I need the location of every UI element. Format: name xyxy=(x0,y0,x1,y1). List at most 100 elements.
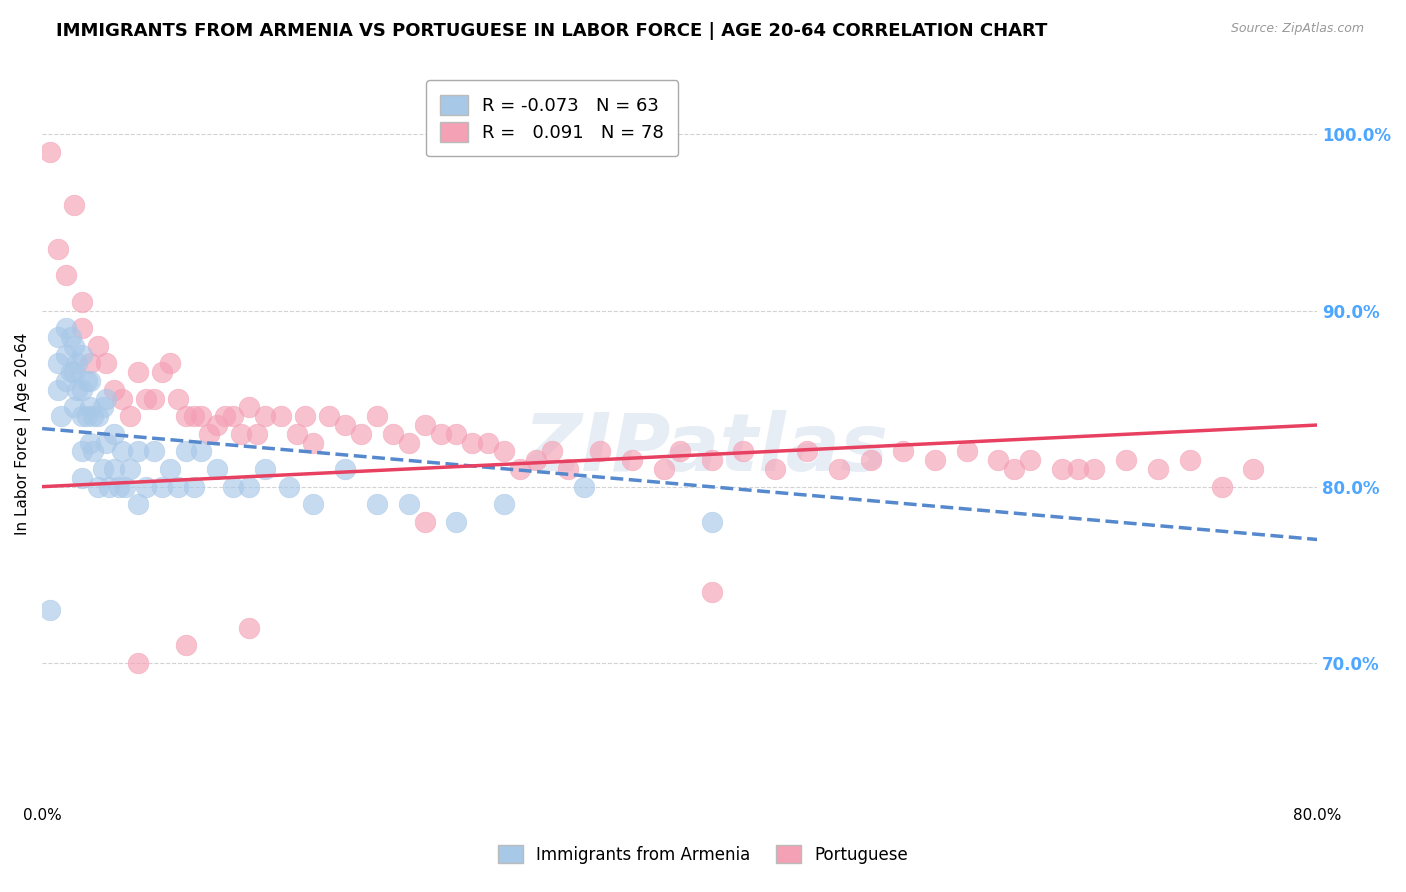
Point xyxy=(1067,462,1090,476)
Point xyxy=(763,462,786,476)
Point xyxy=(103,383,125,397)
Point xyxy=(118,409,141,424)
Point xyxy=(103,462,125,476)
Point xyxy=(59,330,82,344)
Point xyxy=(87,339,110,353)
Point xyxy=(159,356,181,370)
Point xyxy=(1019,453,1042,467)
Point xyxy=(51,409,73,424)
Point xyxy=(39,145,62,160)
Point xyxy=(572,480,595,494)
Point xyxy=(1115,453,1137,467)
Point xyxy=(278,480,301,494)
Point xyxy=(254,462,277,476)
Point xyxy=(98,480,121,494)
Point xyxy=(461,435,484,450)
Point xyxy=(94,356,117,370)
Point xyxy=(302,497,325,511)
Legend: Immigrants from Armenia, Portuguese: Immigrants from Armenia, Portuguese xyxy=(492,838,914,871)
Point xyxy=(796,444,818,458)
Point xyxy=(238,401,260,415)
Point xyxy=(891,444,914,458)
Point xyxy=(183,480,205,494)
Point xyxy=(222,409,245,424)
Point xyxy=(63,401,86,415)
Point xyxy=(207,417,229,432)
Point xyxy=(955,444,977,458)
Point xyxy=(79,374,101,388)
Point xyxy=(231,426,253,441)
Point xyxy=(366,497,388,511)
Point xyxy=(70,409,93,424)
Point xyxy=(55,348,77,362)
Point xyxy=(446,515,468,529)
Point xyxy=(413,515,436,529)
Point xyxy=(135,392,157,406)
Point xyxy=(524,453,547,467)
Point xyxy=(46,356,69,370)
Point xyxy=(294,409,316,424)
Point xyxy=(166,392,188,406)
Point xyxy=(318,409,340,424)
Point xyxy=(150,480,173,494)
Point xyxy=(114,480,136,494)
Point xyxy=(142,392,165,406)
Point xyxy=(413,417,436,432)
Point xyxy=(366,409,388,424)
Point xyxy=(39,603,62,617)
Point xyxy=(70,383,93,397)
Point xyxy=(127,444,149,458)
Point xyxy=(55,374,77,388)
Point xyxy=(668,444,690,458)
Point xyxy=(302,435,325,450)
Point xyxy=(589,444,612,458)
Point xyxy=(66,383,89,397)
Point xyxy=(91,401,114,415)
Point xyxy=(127,497,149,511)
Point xyxy=(1050,462,1073,476)
Point xyxy=(111,392,134,406)
Point xyxy=(620,453,643,467)
Point xyxy=(159,462,181,476)
Point xyxy=(350,426,373,441)
Point xyxy=(700,515,723,529)
Point xyxy=(494,444,516,458)
Point xyxy=(63,198,86,212)
Point xyxy=(174,409,197,424)
Point xyxy=(66,356,89,370)
Point xyxy=(381,426,404,441)
Point xyxy=(70,321,93,335)
Point xyxy=(285,426,308,441)
Point xyxy=(79,401,101,415)
Point xyxy=(55,268,77,283)
Point xyxy=(142,444,165,458)
Point xyxy=(174,638,197,652)
Point xyxy=(70,348,93,362)
Point xyxy=(79,356,101,370)
Point xyxy=(79,435,101,450)
Point xyxy=(183,409,205,424)
Point xyxy=(700,453,723,467)
Point xyxy=(91,462,114,476)
Point xyxy=(76,409,98,424)
Legend: R = -0.073   N = 63, R =   0.091   N = 78: R = -0.073 N = 63, R = 0.091 N = 78 xyxy=(426,80,678,156)
Point xyxy=(46,383,69,397)
Point xyxy=(94,435,117,450)
Point xyxy=(46,242,69,256)
Point xyxy=(55,321,77,335)
Point xyxy=(246,426,269,441)
Point xyxy=(398,435,420,450)
Point xyxy=(82,444,104,458)
Point xyxy=(59,365,82,379)
Text: Source: ZipAtlas.com: Source: ZipAtlas.com xyxy=(1230,22,1364,36)
Point xyxy=(166,480,188,494)
Point xyxy=(190,409,212,424)
Point xyxy=(222,480,245,494)
Point xyxy=(135,480,157,494)
Point xyxy=(700,585,723,599)
Point xyxy=(107,480,129,494)
Point xyxy=(446,426,468,441)
Point xyxy=(127,365,149,379)
Point xyxy=(118,462,141,476)
Point xyxy=(94,392,117,406)
